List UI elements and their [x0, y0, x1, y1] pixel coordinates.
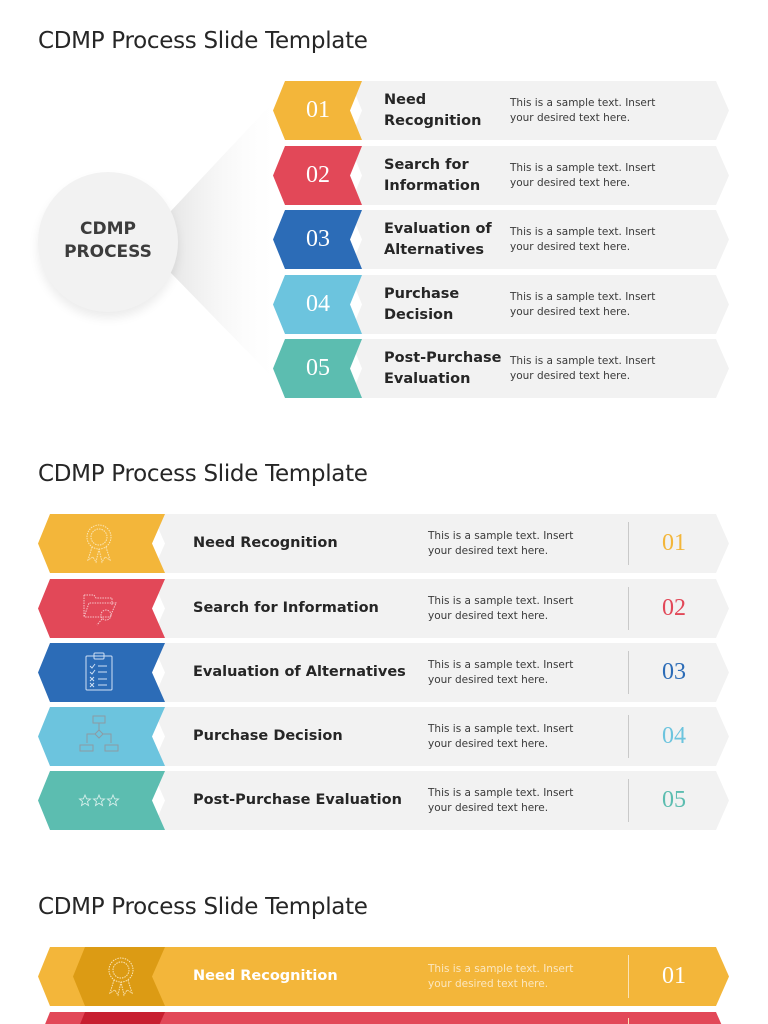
step-row-4: 04 Purchase Decision This is a sample te… — [273, 275, 729, 334]
step-label-line2: Decision — [384, 307, 454, 323]
step-label-line1: Post-Purchase — [384, 350, 502, 366]
divider — [628, 587, 629, 630]
funnel-shadow — [170, 100, 275, 380]
three-stars-icon — [78, 793, 120, 807]
step-shape — [38, 947, 729, 1006]
step-shape — [273, 339, 729, 398]
step-row-1: 01 Need Recognition This is a sample tex… — [273, 81, 729, 140]
step-number: 04 — [306, 291, 330, 317]
cdmp-process-circle: CDMP PROCESS — [38, 172, 178, 312]
step-shape — [38, 771, 729, 830]
step-description: This is a sample text. Insert your desir… — [510, 291, 656, 318]
step-shape — [38, 579, 729, 638]
step-row-1: Need Recognition This is a sample text. … — [38, 514, 730, 573]
circle-label-line1: CDMP — [80, 219, 136, 239]
step-number: 01 — [306, 97, 330, 123]
step-row-4: Purchase Decision This is a sample text.… — [38, 707, 730, 766]
step-row-3: Evaluation of Alternatives This is a sam… — [38, 643, 730, 702]
step-description: This is a sample text. Insert your desir… — [428, 595, 574, 622]
step-row-2-partial — [38, 1012, 730, 1024]
step-number: 03 — [662, 659, 686, 685]
award-ribbon-icon — [86, 524, 112, 564]
step-label-line1: Purchase — [384, 286, 460, 302]
step-shape — [273, 81, 729, 140]
step-description: This is a sample text. Insert your desir… — [510, 162, 656, 189]
step-row-5: 05 Post-Purchase Evaluation This is a sa… — [273, 339, 729, 398]
step-number: 05 — [662, 787, 686, 813]
divider — [628, 522, 629, 565]
step-shape — [38, 707, 729, 766]
step-description: This is a sample text. Insert your desir… — [428, 723, 574, 750]
step-label: Post-Purchase Evaluation — [193, 792, 402, 808]
award-ribbon-icon — [108, 957, 134, 997]
step-description: This is a sample text. Insert your desir… — [428, 787, 574, 814]
step-number: 02 — [306, 162, 330, 188]
step-shape — [38, 514, 729, 573]
step-number: 01 — [662, 963, 686, 989]
step-row-3: 03 Evaluation of Alternatives This is a … — [273, 210, 729, 269]
step-description: This is a sample text. Insert your desir… — [428, 530, 574, 557]
step-description: This is a sample text. Insert your desir… — [428, 659, 574, 686]
step-number: 02 — [662, 595, 686, 621]
step-number: 01 — [662, 530, 686, 556]
step-label: Need Recognition — [384, 90, 504, 132]
step-description: This is a sample text. Insert your desir… — [428, 963, 574, 990]
divider — [628, 779, 629, 822]
step-label: Evaluation of Alternatives — [384, 219, 504, 261]
step-row-1: Need Recognition This is a sample text. … — [38, 947, 730, 1006]
clipboard-checklist-icon — [85, 652, 113, 691]
step-number: 04 — [662, 723, 686, 749]
step-label-line2: Alternatives — [384, 242, 485, 258]
step-row-5: Post-Purchase Evaluation This is a sampl… — [38, 771, 730, 830]
step-label: Post-Purchase Evaluation — [384, 348, 504, 390]
step-label: Search for Information — [384, 155, 504, 197]
step-label: Need Recognition — [193, 968, 338, 984]
step-shape — [273, 210, 729, 269]
step-label-line2: Recognition — [384, 113, 482, 129]
step-label-line1: Evaluation of — [384, 221, 492, 237]
step-row-2: 02 Search for Information This is a samp… — [273, 146, 729, 205]
slide-title-2: CDMP Process Slide Template — [38, 461, 368, 487]
divider — [628, 651, 629, 694]
step-description: This is a sample text. Insert your desir… — [510, 226, 656, 253]
folder-search-icon — [83, 594, 117, 626]
step-description: This is a sample text. Insert your desir… — [510, 355, 656, 382]
step-label: Purchase Decision — [384, 284, 504, 326]
step-label-line1: Need — [384, 92, 427, 108]
circle-label-line2: PROCESS — [64, 242, 152, 262]
divider — [628, 1018, 629, 1024]
step-label-line1: Search for — [384, 157, 469, 173]
step-description: This is a sample text. Insert your desir… — [510, 97, 656, 124]
step-shape — [273, 146, 729, 205]
step-label: Evaluation of Alternatives — [193, 664, 406, 680]
step-shape — [45, 1012, 722, 1024]
flowchart-icon — [79, 715, 119, 752]
step-number: 03 — [306, 226, 330, 252]
step-label-line2: Information — [384, 178, 481, 194]
step-shape — [273, 275, 729, 334]
slide-title-3: CDMP Process Slide Template — [38, 894, 368, 920]
divider — [628, 955, 629, 998]
step-label: Need Recognition — [193, 535, 338, 551]
step-row-2: Search for Information This is a sample … — [38, 579, 730, 638]
step-label-line2: Evaluation — [384, 371, 471, 387]
step-label: Purchase Decision — [193, 728, 343, 744]
step-label: Search for Information — [193, 600, 379, 616]
divider — [628, 715, 629, 758]
step-number: 05 — [306, 355, 330, 381]
slide-title-1: CDMP Process Slide Template — [38, 28, 368, 54]
